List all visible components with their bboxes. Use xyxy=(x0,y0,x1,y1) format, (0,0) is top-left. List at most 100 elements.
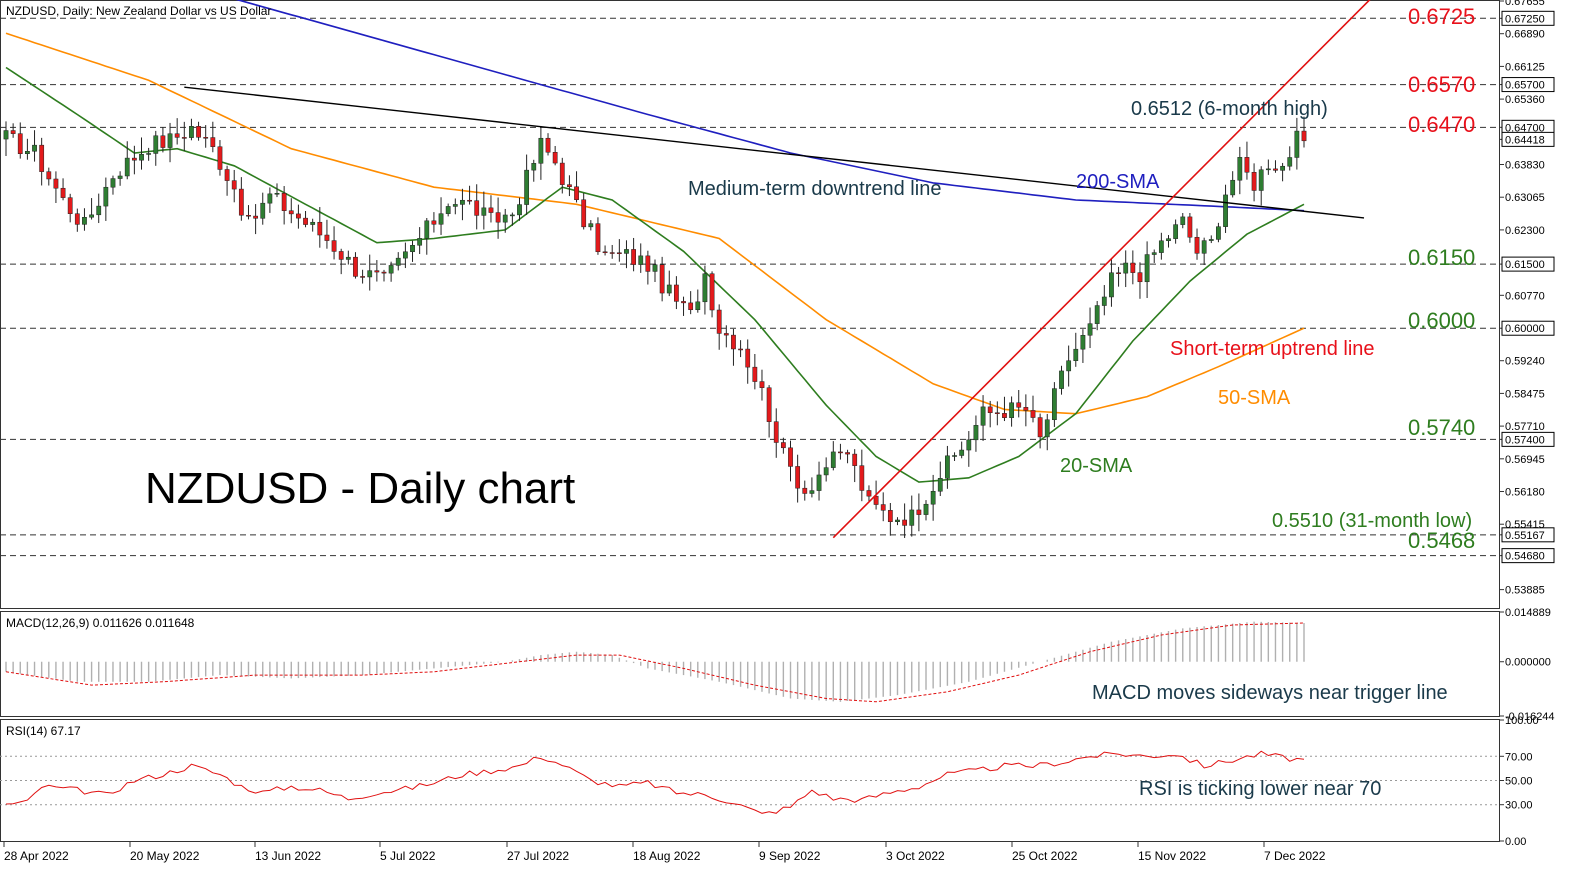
level-lines xyxy=(0,17,1500,557)
candle-body-1 xyxy=(10,130,16,134)
level-label-7: 0.5468 xyxy=(1408,528,1475,553)
candle-body-101 xyxy=(723,333,729,336)
candle-body-133 xyxy=(952,455,957,457)
candle-body-87 xyxy=(624,249,629,254)
candle-body-182 xyxy=(1301,130,1307,142)
candle-body-120 xyxy=(859,465,865,491)
price-tick-label-8: 0.63830 xyxy=(1505,160,1545,172)
price-tick-label-18: 0.56945 xyxy=(1505,454,1545,466)
candle-body-29 xyxy=(210,137,216,147)
candle-body-22 xyxy=(160,135,166,148)
rsi-tick-label-0: 100.00 xyxy=(1505,715,1539,727)
candle-body-179 xyxy=(1280,165,1285,171)
candle-body-23 xyxy=(167,133,173,148)
sma200-line xyxy=(235,0,1305,212)
candle-body-31 xyxy=(224,169,230,181)
level-label-5: 0.5740 xyxy=(1408,415,1475,440)
candle-body-104 xyxy=(745,348,751,368)
time-tick-label-0: 28 Apr 2022 xyxy=(4,849,69,863)
candle-body-70 xyxy=(502,214,508,223)
candle-body-140 xyxy=(1002,413,1007,418)
candle-body-5 xyxy=(39,144,45,172)
price-tick-box-22 xyxy=(1501,548,1555,564)
macd-panel xyxy=(0,611,1500,717)
candle-body-170 xyxy=(1216,226,1221,240)
candle-body-62 xyxy=(445,206,451,214)
candle-body-6 xyxy=(46,171,52,180)
candle-body-45 xyxy=(324,234,330,241)
candle-body-69 xyxy=(495,212,501,223)
price-tick-box-1 xyxy=(1501,10,1555,26)
candle-body-64 xyxy=(460,199,465,205)
candle-body-52 xyxy=(374,270,380,273)
time-tick-label-2: 13 Jun 2022 xyxy=(255,849,321,863)
price-tick-label-13: 0.60000 xyxy=(1505,323,1545,335)
candle-body-33 xyxy=(238,188,244,216)
price-tick-box-11 xyxy=(1501,256,1555,272)
level-label-6: 0.5510 (31-month low) xyxy=(1272,510,1472,532)
candle-body-12 xyxy=(89,214,94,218)
candle-body-92 xyxy=(659,264,665,294)
candle-body-17 xyxy=(124,157,130,177)
rsi-tick-label-1: 70.00 xyxy=(1505,751,1533,763)
candle-body-145 xyxy=(1037,417,1043,438)
candle-body-113 xyxy=(809,490,815,494)
candle-body-34 xyxy=(246,214,251,217)
candle-body-171 xyxy=(1223,194,1228,227)
time-tick-label-9: 15 Nov 2022 xyxy=(1138,849,1206,863)
candle-body-63 xyxy=(452,204,458,207)
price-tick-label-4: 0.65700 xyxy=(1505,80,1545,92)
candle-body-42 xyxy=(303,217,308,225)
candle-body-48 xyxy=(345,256,351,260)
sma20-line xyxy=(5,66,1305,483)
candle-body-91 xyxy=(652,264,658,272)
rsi-tick-label-3: 30.00 xyxy=(1505,800,1533,812)
price-tick-box-13 xyxy=(1501,320,1555,336)
candle-body-65 xyxy=(467,199,472,202)
rsi-header: RSI(14) 67.17 xyxy=(6,724,81,738)
candle-body-57 xyxy=(410,245,415,253)
candle-body-35 xyxy=(253,215,259,219)
candle-body-139 xyxy=(994,412,1000,414)
rsi-tick-label-4: 0.00 xyxy=(1505,836,1526,848)
candle-body-46 xyxy=(331,240,337,252)
candle-body-176 xyxy=(1258,169,1264,191)
candle-body-86 xyxy=(616,252,622,254)
candle-body-93 xyxy=(666,284,672,294)
candle-body-68 xyxy=(488,207,494,213)
candle-body-177 xyxy=(1265,168,1271,171)
sma200-label: 200-SMA xyxy=(1076,171,1160,193)
candle-body-124 xyxy=(887,510,893,522)
level-label-0: 0.6725 xyxy=(1408,4,1475,29)
candle-body-3 xyxy=(25,151,30,154)
candle-body-82 xyxy=(588,223,594,228)
candle-body-72 xyxy=(517,204,522,216)
candle-body-135 xyxy=(966,439,972,451)
price-tick-label-23: 0.53885 xyxy=(1505,585,1545,597)
candle-body-74 xyxy=(531,163,537,171)
candle-body-76 xyxy=(545,137,551,153)
sma20-label: 20-SMA xyxy=(1060,455,1133,477)
candle-body-144 xyxy=(1030,410,1036,418)
candle-body-0 xyxy=(3,130,9,140)
candle-body-89 xyxy=(638,255,644,265)
price-tick-label-14: 0.59240 xyxy=(1505,356,1545,368)
level-label-3: 0.6150 xyxy=(1408,245,1475,270)
candle-body-58 xyxy=(417,238,423,246)
time-tick-label-5: 18 Aug 2022 xyxy=(633,849,701,863)
candle-body-152 xyxy=(1087,323,1093,336)
level-label-4: 0.6000 xyxy=(1408,308,1475,333)
candle-body-125 xyxy=(895,519,900,522)
candle-body-79 xyxy=(567,184,572,188)
candle-body-11 xyxy=(82,217,87,225)
candle-body-112 xyxy=(802,487,808,494)
candle-body-129 xyxy=(923,503,929,515)
candle-body-37 xyxy=(267,193,273,204)
price-tick-box-21 xyxy=(1501,527,1555,543)
candle-body-126 xyxy=(902,519,908,526)
symbol-header: NZDUSD, Daily: New Zealand Dollar vs US … xyxy=(6,4,271,18)
candle-body-61 xyxy=(438,213,444,225)
candle-body-30 xyxy=(217,146,223,170)
macd-tick-label-0: 0.014889 xyxy=(1505,607,1551,619)
candle-body-136 xyxy=(973,425,979,441)
